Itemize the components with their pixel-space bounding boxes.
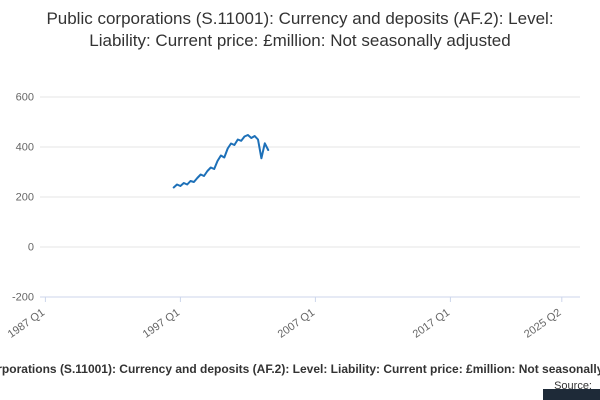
ons-logo <box>543 389 600 400</box>
legend-item-label[interactable]: Public corporations (S.11001): Currency … <box>0 362 600 376</box>
y-tick-label: 0 <box>28 242 34 254</box>
y-tick-label: 400 <box>16 142 34 154</box>
x-tick-label: 1997 Q1 <box>141 307 182 341</box>
x-tick-label: 2007 Q1 <box>276 307 317 341</box>
chart-title: Public corporations (S.11001): Currency … <box>46 9 554 51</box>
y-tick-label: -200 <box>12 292 34 304</box>
x-tick-label: 1987 Q1 <box>6 307 47 341</box>
y-tick-label: 200 <box>16 192 34 204</box>
legend: Public corporations (S.11001): Currency … <box>0 362 600 378</box>
x-tick-label: 2017 Q1 <box>411 307 452 341</box>
y-tick-label: 600 <box>16 92 34 104</box>
x-tick-label: 2025 Q2 <box>522 307 563 341</box>
data-line <box>172 134 270 189</box>
